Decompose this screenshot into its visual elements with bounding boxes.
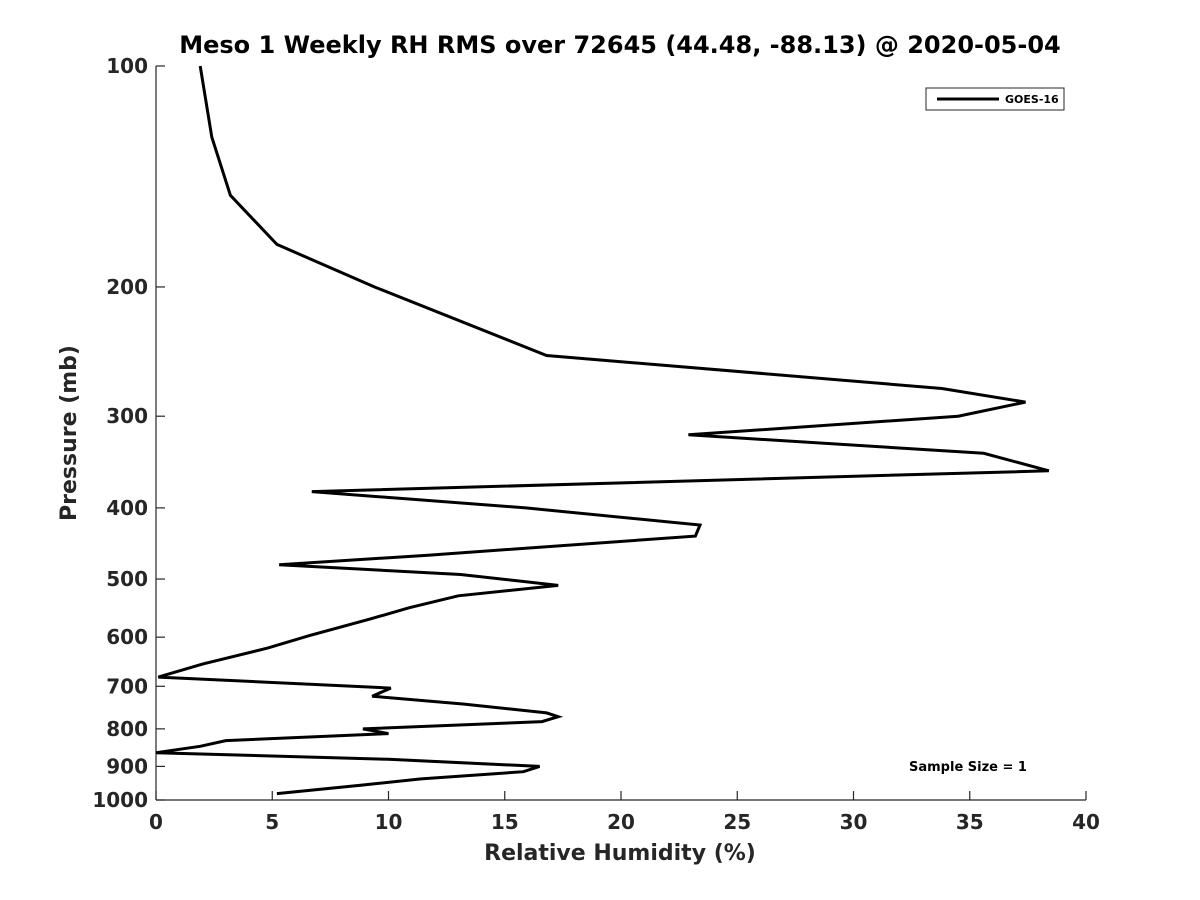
y-tick-label: 200 [106,275,148,299]
y-tick-label: 100 [106,54,148,78]
x-tick-label: 15 [491,810,519,834]
legend: GOES-16 [925,87,1065,111]
y-tick-label: 500 [106,567,148,591]
y-tick-label: 900 [106,754,148,778]
y-tick-label: 600 [106,625,148,649]
y-tick-label: 700 [106,674,148,698]
y-tick-label: 800 [106,717,148,741]
y-axis-label: Pressure (mb) [57,345,82,521]
x-tick-label: 40 [1072,810,1100,834]
x-tick-group: 0 5 10 15 20 25 30 35 40 [149,791,1100,834]
x-tick-label: 30 [840,810,868,834]
x-tick-label: 20 [607,810,635,834]
series-line-goes-16 [155,65,1050,796]
x-tick-label: 5 [265,810,279,834]
x-tick-label: 0 [149,810,163,834]
y-tick-label: 1000 [92,788,148,812]
x-tick-label: 25 [723,810,751,834]
legend-entry-goes-16: GOES-16 [1005,93,1059,106]
y-tick-label: 300 [106,404,148,428]
y-tick-label: 400 [106,496,148,520]
chart-title: Meso 1 Weekly RH RMS over 72645 (44.48, … [179,31,1061,59]
x-tick-label: 10 [375,810,403,834]
series-group [155,65,1050,796]
x-tick-label: 35 [956,810,984,834]
x-axis-label: Relative Humidity (%) [484,841,756,866]
sample-size-annotation: Sample Size = 1 [909,760,1027,775]
y-tick-group: 100 200 300 400 500 600 700 800 900 1000 [92,54,165,812]
